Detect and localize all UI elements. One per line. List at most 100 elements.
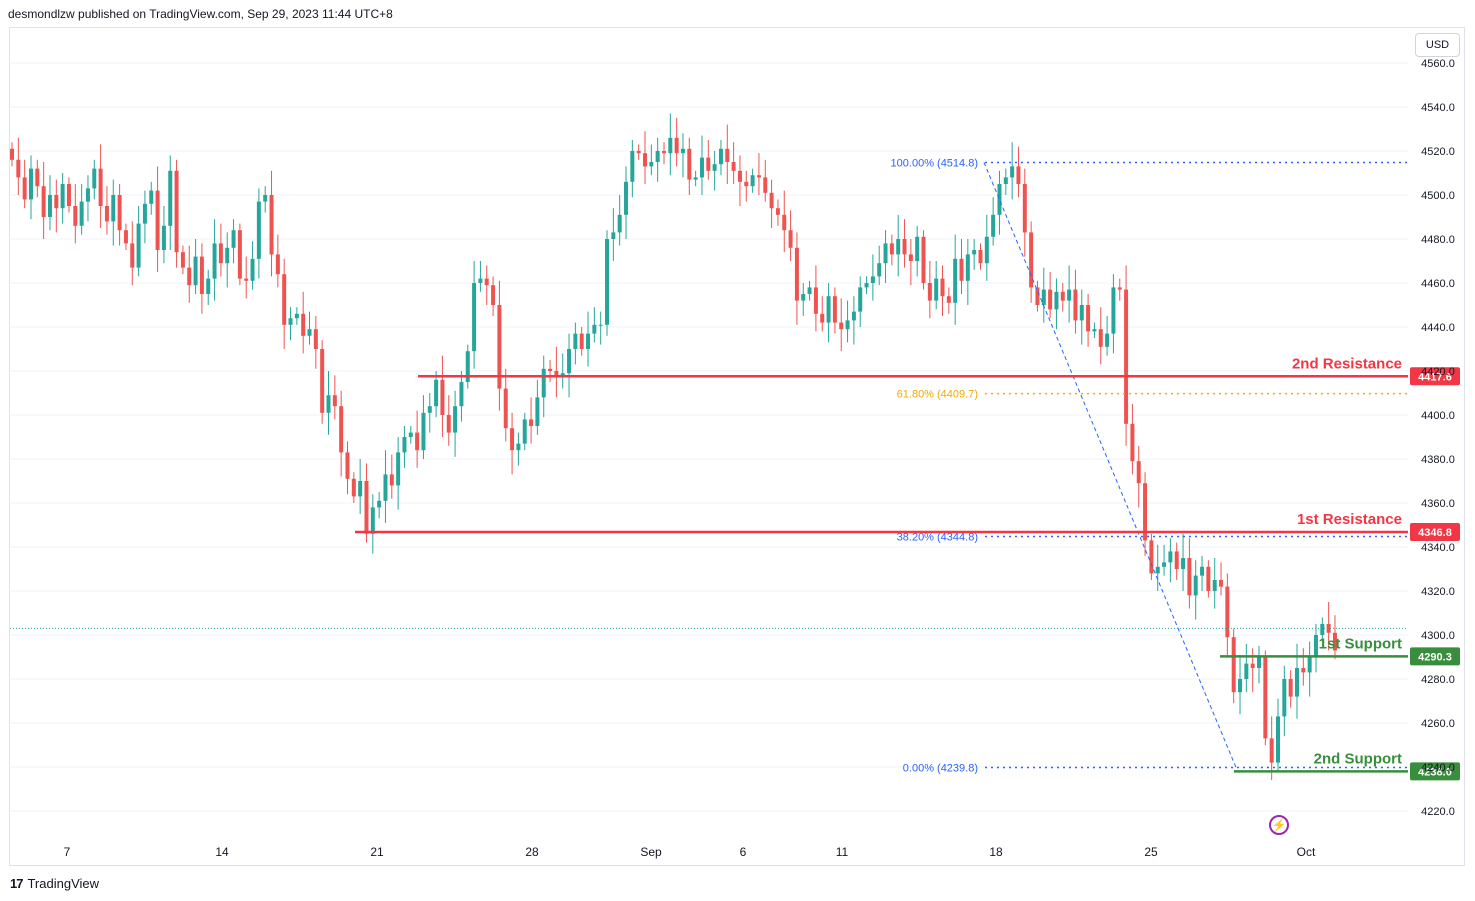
candle-body [725,148,730,162]
y-tick-label: 4520.0 [1421,146,1455,158]
price-axis: 4220.0 4240.0 4260.0 4280.0 4300.0 4320.0 4340… [1421,58,1455,818]
candle-body [1244,663,1249,679]
time-axis: 7 14 21 28 Sep 6 11 18 25 Oct [64,845,1316,859]
candle-body [775,208,780,215]
candle-body [649,162,654,167]
fib-trend-line [983,162,1237,768]
candle-body [586,333,591,349]
candle-body [1092,329,1097,332]
candle-body [548,368,553,371]
candle-body [807,287,812,294]
candle-body [1193,575,1198,596]
candle-body [339,406,344,453]
candle-body [320,349,325,413]
candle-body [1098,329,1103,347]
candle-body [516,443,521,451]
x-tick-label: 25 [1144,845,1158,859]
candle-body [1313,635,1318,657]
candle-body [560,373,565,376]
candle-body [1307,657,1312,673]
candle-body [1086,305,1091,332]
level-label: 2nd Resistance [1292,355,1402,372]
x-tick-label: Oct [1297,845,1316,859]
price-badge-label: 4346.8 [1418,527,1452,539]
candle-body [1174,551,1179,569]
candle-body [206,278,211,294]
candle-body [351,478,356,497]
candle-body [389,474,394,486]
flash-icon[interactable]: ⚡ [1269,815,1289,835]
candle-body [421,412,426,451]
candle-body [1073,289,1078,321]
y-tick-label: 4280.0 [1421,674,1455,686]
candle-body [41,186,46,217]
overlays: 100.00% (4514.8) 61.80% (4409.7) 38.20% (4… [10,157,1460,781]
tradingview-logo[interactable]: 17 TradingView [10,876,99,891]
candle-body [927,283,932,301]
candle-body [522,419,527,444]
candle-body [288,318,293,325]
candle-body [1010,166,1015,178]
candle-body [687,148,692,180]
currency-selector[interactable]: USD [1415,33,1460,57]
candle-body [1130,423,1135,462]
candle-body [161,225,166,250]
candle-body [85,188,90,202]
candle-body [1276,716,1280,763]
y-tick-label: 4500.0 [1421,190,1455,202]
candle-body [978,250,983,264]
candle-body [244,278,249,281]
y-tick-label: 4300.0 [1421,630,1455,642]
candle-body [377,500,382,508]
candle-body [427,406,432,413]
y-tick-label: 4320.0 [1421,586,1455,598]
level-label: 1st Resistance [1297,511,1402,528]
candle-body [263,195,268,202]
fib-level-label: 100.00% (4514.8) [891,157,978,169]
candle-body [643,153,647,167]
candle-body [959,258,964,281]
candle-body [510,428,515,451]
candle-body [1003,177,1008,184]
candle-body [750,175,755,187]
price-badge-label: 4238.0 [1418,766,1452,778]
candle-body [813,287,818,314]
candle-body [579,333,584,349]
candle-body [111,195,116,222]
candle-body [611,232,616,239]
candle-body [1269,738,1274,763]
candle-body [1206,566,1211,591]
candle-body [1143,483,1148,541]
candle-body [60,184,65,209]
candle-body [965,254,970,281]
candle-body [256,201,261,259]
candle-body [617,214,622,233]
candle-body [674,137,679,154]
x-tick-label: 7 [64,845,71,859]
candle-body [478,278,483,283]
candle-body [1288,679,1293,697]
candle-body [47,195,52,217]
candle-body [225,247,230,264]
candle-body [142,203,147,224]
candle-body [870,276,875,283]
candle-body [104,206,109,222]
level-label: 2nd Support [1314,750,1402,767]
candle-body [92,168,97,189]
candle-body [820,313,825,323]
candle-body [1168,551,1173,563]
candle-body [946,296,951,303]
candle-body [1294,668,1299,697]
candle-body [117,195,122,231]
candle-body [782,214,787,231]
candle-body [149,190,154,204]
candle-body [35,168,40,187]
candle-body [212,243,217,279]
fib-level-label: 38.20% (4344.8) [897,531,978,543]
candle-body [275,254,280,275]
candle-body [1187,558,1192,596]
y-tick-label: 4340.0 [1421,542,1455,554]
x-tick-label: 18 [989,845,1003,859]
candle-body [1162,562,1167,567]
